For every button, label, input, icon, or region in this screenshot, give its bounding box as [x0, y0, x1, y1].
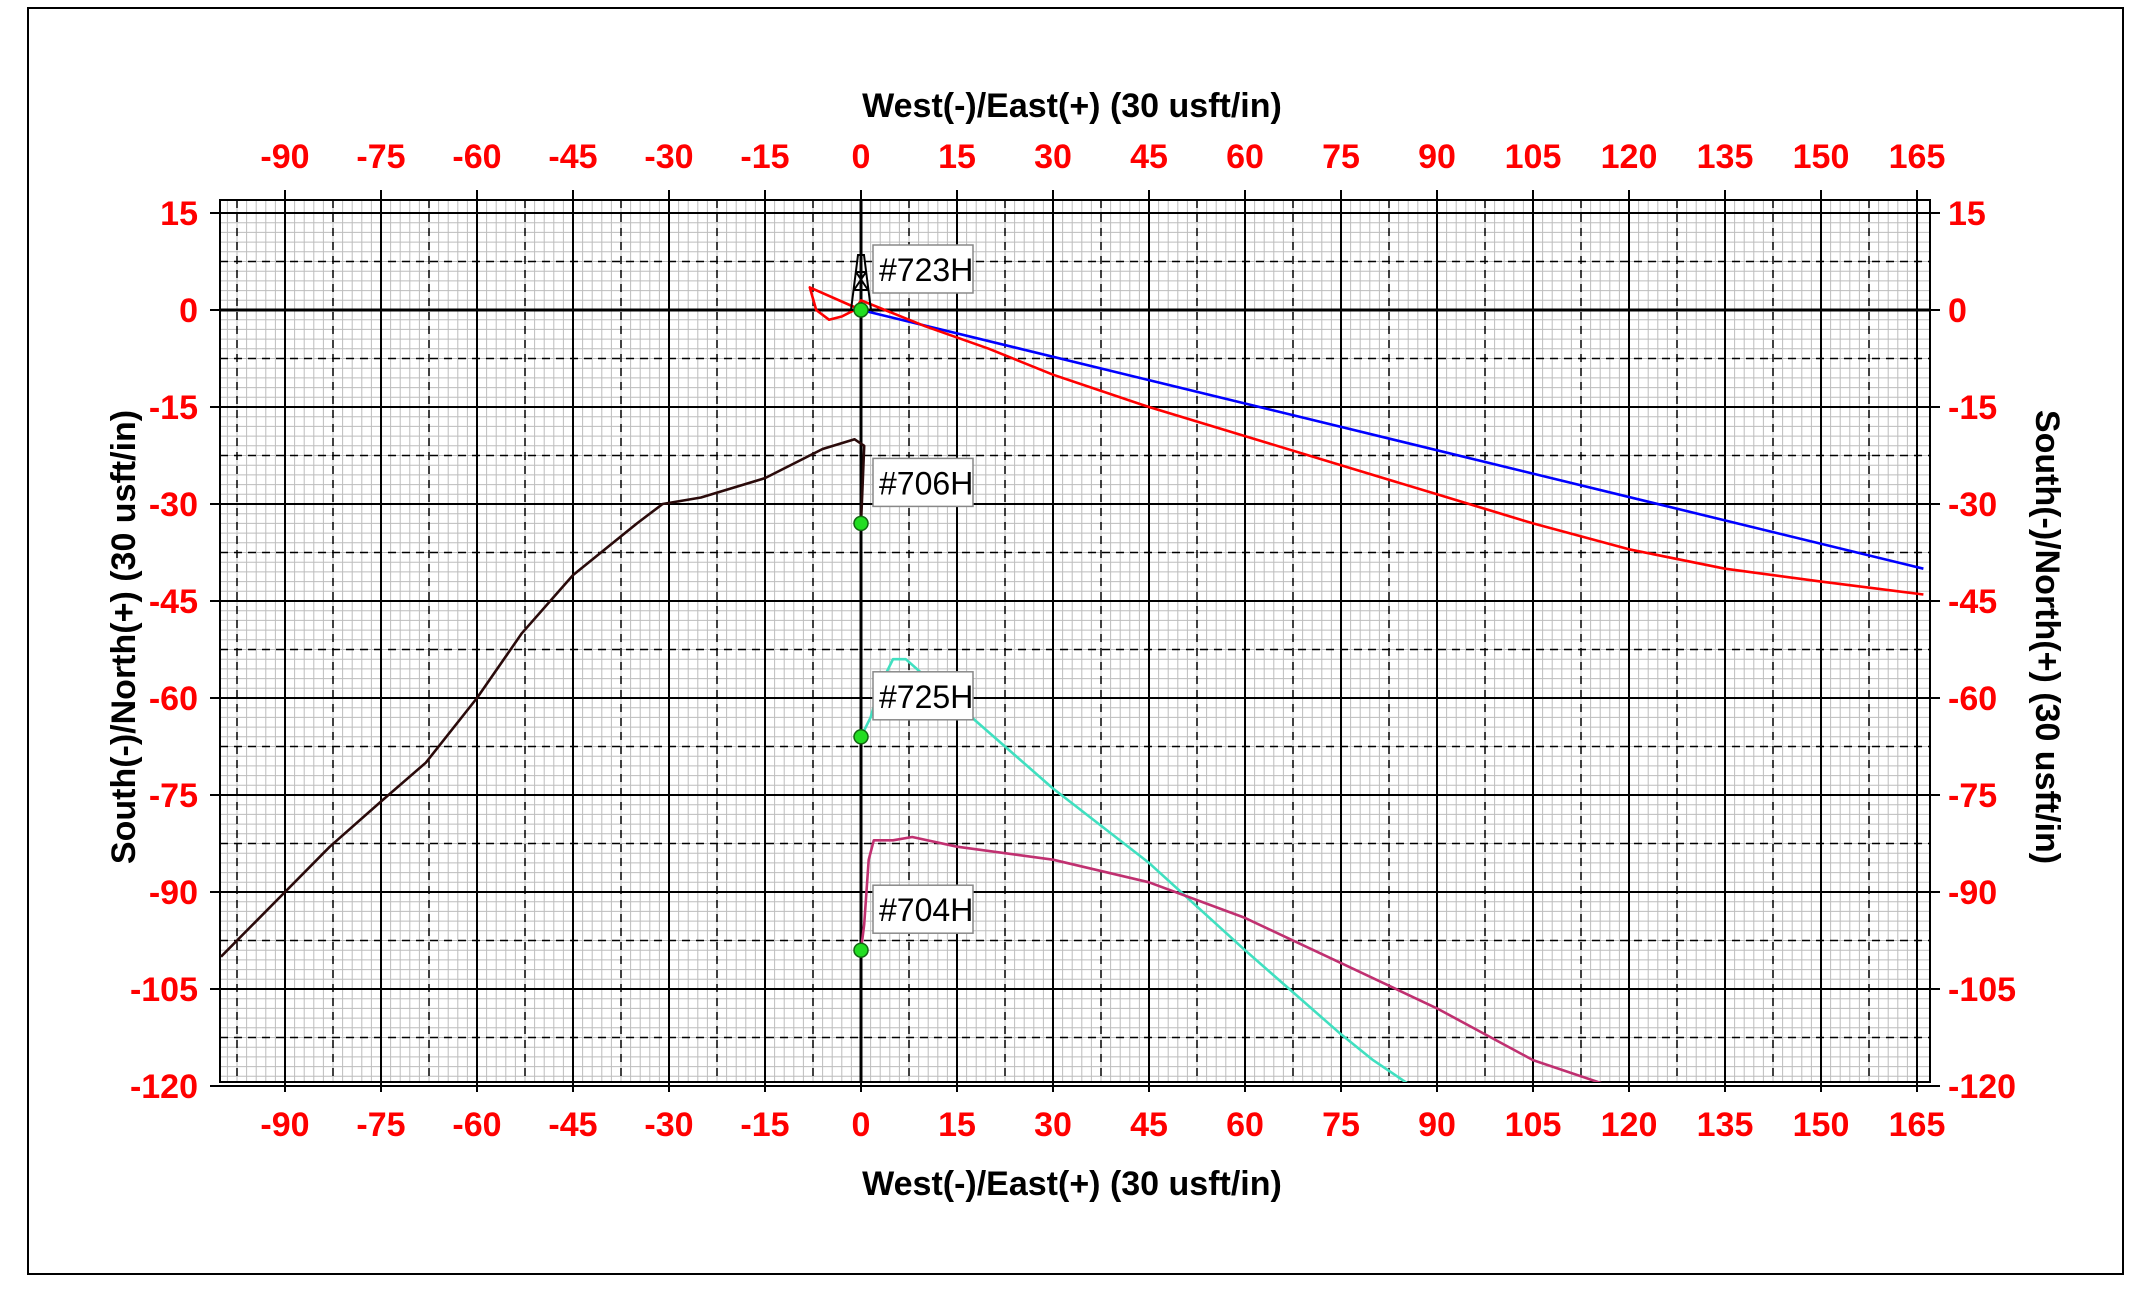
y-axis-title-right: South(-)/North(+) (30 usft/in) — [2028, 410, 2066, 864]
well-label-box — [872, 884, 974, 934]
x-tick-label-bottom: 150 — [1793, 1106, 1850, 1144]
x-tick-label-bottom: 60 — [1226, 1106, 1264, 1144]
series-line-1 — [860, 308, 1924, 570]
well-marker — [853, 302, 869, 318]
x-tick-label-top: 150 — [1793, 138, 1850, 176]
x-tick-label-bottom: -60 — [452, 1106, 501, 1144]
minor-grid — [220, 200, 1930, 1082]
well-label-box — [872, 457, 974, 508]
x-tick-label-top: 105 — [1505, 138, 1562, 176]
x-tick-label-top: 75 — [1322, 138, 1360, 176]
x-tick-label-bottom: 45 — [1130, 1106, 1168, 1144]
chart-frame — [27, 7, 2124, 1275]
x-tick-label-top: 165 — [1889, 138, 1946, 176]
well-label: #723H — [872, 244, 974, 294]
x-tick-label-top: 135 — [1697, 138, 1754, 176]
x-tick-label-bottom: -15 — [740, 1106, 789, 1144]
x-tick-label-bottom: -75 — [356, 1106, 405, 1144]
y-tick-label-right: -90 — [1948, 874, 1997, 912]
y-tick-label-right: -15 — [1948, 389, 1997, 427]
well-label: #725H — [872, 671, 974, 721]
x-tick-label-top: -90 — [260, 138, 309, 176]
tick-layer: -90 -90 -75 -75 -60 -60 -45 -45 -30 -30 -15 -15 0 0 15… — [130, 138, 2016, 1144]
y-tick-label-right: -120 — [1948, 1068, 2016, 1106]
x-axis-title-bottom: West(-)/East(+) (30 usft/in) — [862, 1165, 1282, 1203]
major-grid — [220, 200, 1930, 1087]
dashed-grid — [220, 200, 1930, 1082]
x-tick-label-bottom: 90 — [1418, 1106, 1456, 1144]
well-label: #706H — [872, 457, 974, 508]
x-axis-title-top: West(-)/East(+) (30 usft/in) — [862, 87, 1282, 125]
y-tick-label-left: -105 — [130, 971, 198, 1009]
y-tick-label-left: -30 — [149, 486, 198, 524]
x-tick-label-top: 30 — [1034, 138, 1072, 176]
well-label-text: #706H — [879, 465, 973, 501]
y-tick-label-right: -60 — [1948, 680, 1997, 718]
y-tick-label-left: 0 — [179, 292, 198, 330]
x-tick-label-top: 120 — [1601, 138, 1658, 176]
x-tick-label-bottom: 30 — [1034, 1106, 1072, 1144]
plot-border-rect — [219, 199, 1931, 1083]
well-marker — [853, 729, 869, 745]
x-tick-label-bottom: 15 — [938, 1106, 976, 1144]
y-tick-label-right: -105 — [1948, 971, 2016, 1009]
series-line-2 — [808, 286, 1924, 596]
x-tick-label-bottom: 0 — [852, 1106, 871, 1144]
y-tick-label-left: -60 — [149, 680, 198, 718]
x-tick-label-bottom: -45 — [548, 1106, 597, 1144]
x-tick-label-top: 60 — [1226, 138, 1264, 176]
x-tick-label-top: -75 — [356, 138, 405, 176]
y-tick-label-right: -75 — [1948, 777, 1997, 815]
x-tick-label-top: 45 — [1130, 138, 1168, 176]
well-label: #704H — [872, 884, 974, 934]
x-tick-label-top: -60 — [452, 138, 501, 176]
y-tick-label-left: -15 — [149, 389, 198, 427]
y-tick-label-left: -90 — [149, 874, 198, 912]
series-line-3 — [220, 437, 866, 958]
y-tick-label-right: -30 — [1948, 486, 1997, 524]
well-layer: #723H #706H #725H #704H — [847, 244, 974, 958]
x-tick-label-top: -45 — [548, 138, 597, 176]
y-tick-label-left: -120 — [130, 1068, 198, 1106]
well-label-text: #723H — [879, 252, 973, 288]
plot-background — [220, 200, 1930, 1082]
series-line-5 — [859, 835, 1603, 1082]
x-tick-label-bottom: 105 — [1505, 1106, 1562, 1144]
x-tick-label-bottom: 135 — [1697, 1106, 1754, 1144]
plot-border — [219, 199, 1931, 1083]
well-marker — [853, 515, 869, 532]
x-tick-label-bottom: 120 — [1601, 1106, 1658, 1144]
well-label-box — [872, 671, 974, 721]
drilling-rig-icon — [847, 254, 875, 311]
x-tick-label-bottom: 165 — [1889, 1106, 1946, 1144]
x-tick-label-top: -30 — [644, 138, 693, 176]
y-tick-label-right: -45 — [1948, 583, 1997, 621]
y-tick-label-left: -75 — [149, 777, 198, 815]
y-tick-label-left: 15 — [160, 195, 198, 233]
x-tick-label-top: 15 — [938, 138, 976, 176]
x-tick-label-bottom: 75 — [1322, 1106, 1360, 1144]
well-label-text: #704H — [879, 892, 973, 928]
y-tick-label-left: -45 — [149, 583, 198, 621]
well-marker — [853, 942, 869, 958]
well-label-box — [872, 244, 974, 294]
x-tick-label-top: 90 — [1418, 138, 1456, 176]
y-axis-title-left: South(-)/North(+) (30 usft/in) — [105, 410, 143, 864]
x-tick-label-bottom: -90 — [260, 1106, 309, 1144]
x-tick-label-top: -15 — [740, 138, 789, 176]
x-tick-label-top: 0 — [852, 138, 871, 176]
series-layer — [220, 286, 1924, 1082]
y-tick-label-right: 0 — [1948, 292, 1967, 330]
well-label-text: #725H — [879, 679, 973, 715]
x-tick-label-bottom: -30 — [644, 1106, 693, 1144]
y-tick-label-right: 15 — [1948, 195, 1986, 233]
